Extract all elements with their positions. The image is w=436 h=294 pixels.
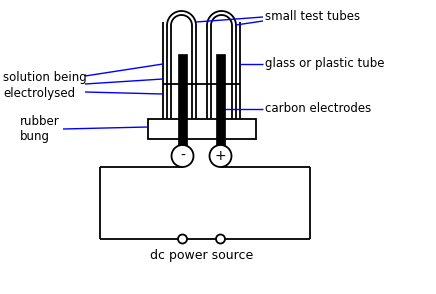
Circle shape xyxy=(171,145,194,167)
Text: +: + xyxy=(215,149,226,163)
Text: carbon electrodes: carbon electrodes xyxy=(265,103,371,116)
Text: glass or plastic tube: glass or plastic tube xyxy=(265,58,385,71)
Bar xyxy=(178,54,187,146)
Circle shape xyxy=(178,235,187,243)
Circle shape xyxy=(216,235,225,243)
Text: dc power source: dc power source xyxy=(150,249,253,262)
Text: solution being
electrolysed: solution being electrolysed xyxy=(3,71,87,101)
Text: -: - xyxy=(180,149,185,163)
Circle shape xyxy=(210,145,232,167)
Bar xyxy=(148,119,256,139)
Text: small test tubes: small test tubes xyxy=(265,9,360,23)
Text: rubber
bung: rubber bung xyxy=(20,115,60,143)
Bar xyxy=(216,54,225,146)
